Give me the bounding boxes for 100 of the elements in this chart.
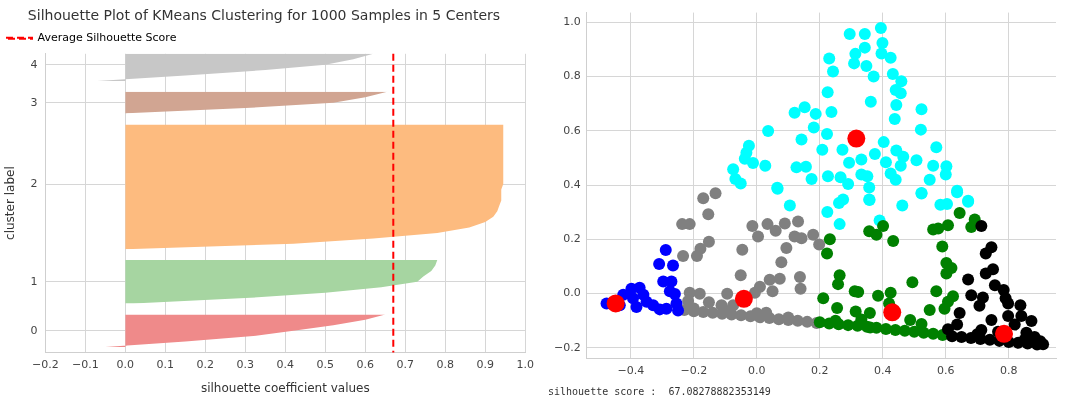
x-tick-label: 0.8 bbox=[1000, 364, 1018, 378]
point bbox=[606, 294, 625, 313]
point bbox=[763, 273, 776, 286]
point bbox=[637, 288, 650, 301]
point bbox=[807, 228, 820, 241]
point bbox=[761, 218, 774, 231]
y-tick-label: −0.2 bbox=[553, 340, 581, 354]
point bbox=[702, 235, 715, 248]
point bbox=[702, 296, 715, 309]
point bbox=[951, 318, 964, 331]
y-axis-title: cluster label bbox=[3, 166, 18, 240]
x-tick-label: −0.1 bbox=[72, 357, 99, 371]
point bbox=[877, 220, 890, 233]
y-tick-label: 0.4 bbox=[563, 177, 581, 191]
point bbox=[995, 324, 1014, 343]
point bbox=[923, 303, 936, 316]
point bbox=[734, 289, 753, 308]
point bbox=[953, 206, 966, 219]
point bbox=[930, 285, 943, 298]
x-tick-label: 0.1 bbox=[156, 357, 175, 371]
point bbox=[734, 269, 747, 282]
point bbox=[766, 285, 779, 298]
point bbox=[979, 247, 992, 260]
x-tick-label: 1.0 bbox=[516, 357, 534, 371]
x-tick-label: 0.3 bbox=[236, 357, 255, 371]
legend-label: Average Silhouette Score bbox=[37, 31, 177, 45]
point bbox=[736, 243, 749, 256]
x-tick-label: 0.0 bbox=[116, 357, 135, 371]
point bbox=[887, 234, 900, 247]
point bbox=[792, 215, 805, 228]
point bbox=[752, 230, 765, 243]
point bbox=[870, 228, 883, 241]
point bbox=[847, 129, 866, 148]
point bbox=[953, 306, 966, 319]
point bbox=[630, 300, 643, 313]
point bbox=[821, 247, 834, 260]
point bbox=[653, 258, 666, 271]
point bbox=[906, 276, 919, 289]
point bbox=[817, 292, 830, 305]
point bbox=[1002, 297, 1015, 310]
y-tick-label: 0.2 bbox=[563, 232, 581, 246]
point bbox=[769, 224, 782, 237]
point bbox=[693, 287, 706, 300]
point bbox=[1015, 309, 1028, 322]
x-tick-label: 0.2 bbox=[196, 357, 215, 371]
x-tick-label: 0.4 bbox=[874, 364, 892, 378]
x-tick-label: −0.4 bbox=[617, 364, 645, 378]
y-tick-label: 1 bbox=[30, 274, 38, 288]
point bbox=[831, 302, 844, 315]
point bbox=[667, 259, 680, 272]
point bbox=[813, 238, 826, 251]
x-tick-label: 0.6 bbox=[356, 357, 375, 371]
point bbox=[702, 208, 715, 221]
y-tick-label: 0.6 bbox=[563, 123, 581, 137]
point bbox=[794, 282, 807, 295]
point bbox=[775, 256, 788, 269]
point bbox=[659, 243, 672, 256]
y-tick-label: 4 bbox=[30, 57, 38, 71]
point bbox=[778, 217, 791, 230]
point bbox=[883, 303, 902, 322]
x-tick-label: 0.5 bbox=[316, 357, 335, 371]
point bbox=[936, 240, 949, 253]
point bbox=[973, 299, 986, 312]
point bbox=[1002, 309, 1015, 322]
point bbox=[965, 221, 978, 234]
point bbox=[721, 287, 734, 300]
y-tick-label: 1.0 bbox=[563, 14, 581, 28]
x-tick-label: 0.7 bbox=[396, 357, 415, 371]
point bbox=[1014, 299, 1027, 312]
point bbox=[677, 249, 690, 262]
point bbox=[746, 220, 759, 233]
point bbox=[975, 220, 988, 233]
point bbox=[1025, 315, 1038, 328]
point bbox=[694, 242, 707, 255]
point bbox=[823, 233, 836, 246]
chart-title: Silhouette Plot of KMeans Clustering for 1000 Samples in 5 Centers bbox=[27, 7, 501, 24]
x-tick-label: −0.2 bbox=[680, 364, 708, 378]
point bbox=[940, 267, 953, 280]
point bbox=[941, 219, 954, 232]
y-tick-label: 0 bbox=[30, 323, 38, 337]
point bbox=[988, 279, 1001, 292]
x-tick-label: 0.0 bbox=[748, 364, 766, 378]
point bbox=[904, 313, 917, 326]
point bbox=[863, 306, 876, 319]
point bbox=[938, 302, 951, 315]
point bbox=[780, 242, 793, 255]
point bbox=[962, 273, 975, 286]
text: silhouette score : 67.08278882353149 bbox=[548, 386, 772, 397]
x-tick-label: 0.6 bbox=[937, 364, 955, 378]
point bbox=[985, 313, 998, 326]
point bbox=[832, 278, 845, 291]
point bbox=[884, 286, 897, 299]
y-tick-label: 3 bbox=[30, 95, 38, 109]
point bbox=[773, 272, 786, 285]
point bbox=[793, 271, 806, 284]
x-tick-label: 0.9 bbox=[476, 357, 495, 371]
point bbox=[872, 289, 885, 302]
x-tick-label: 0.2 bbox=[811, 364, 829, 378]
point bbox=[709, 187, 722, 200]
x-tick-label: 0.8 bbox=[436, 357, 455, 371]
